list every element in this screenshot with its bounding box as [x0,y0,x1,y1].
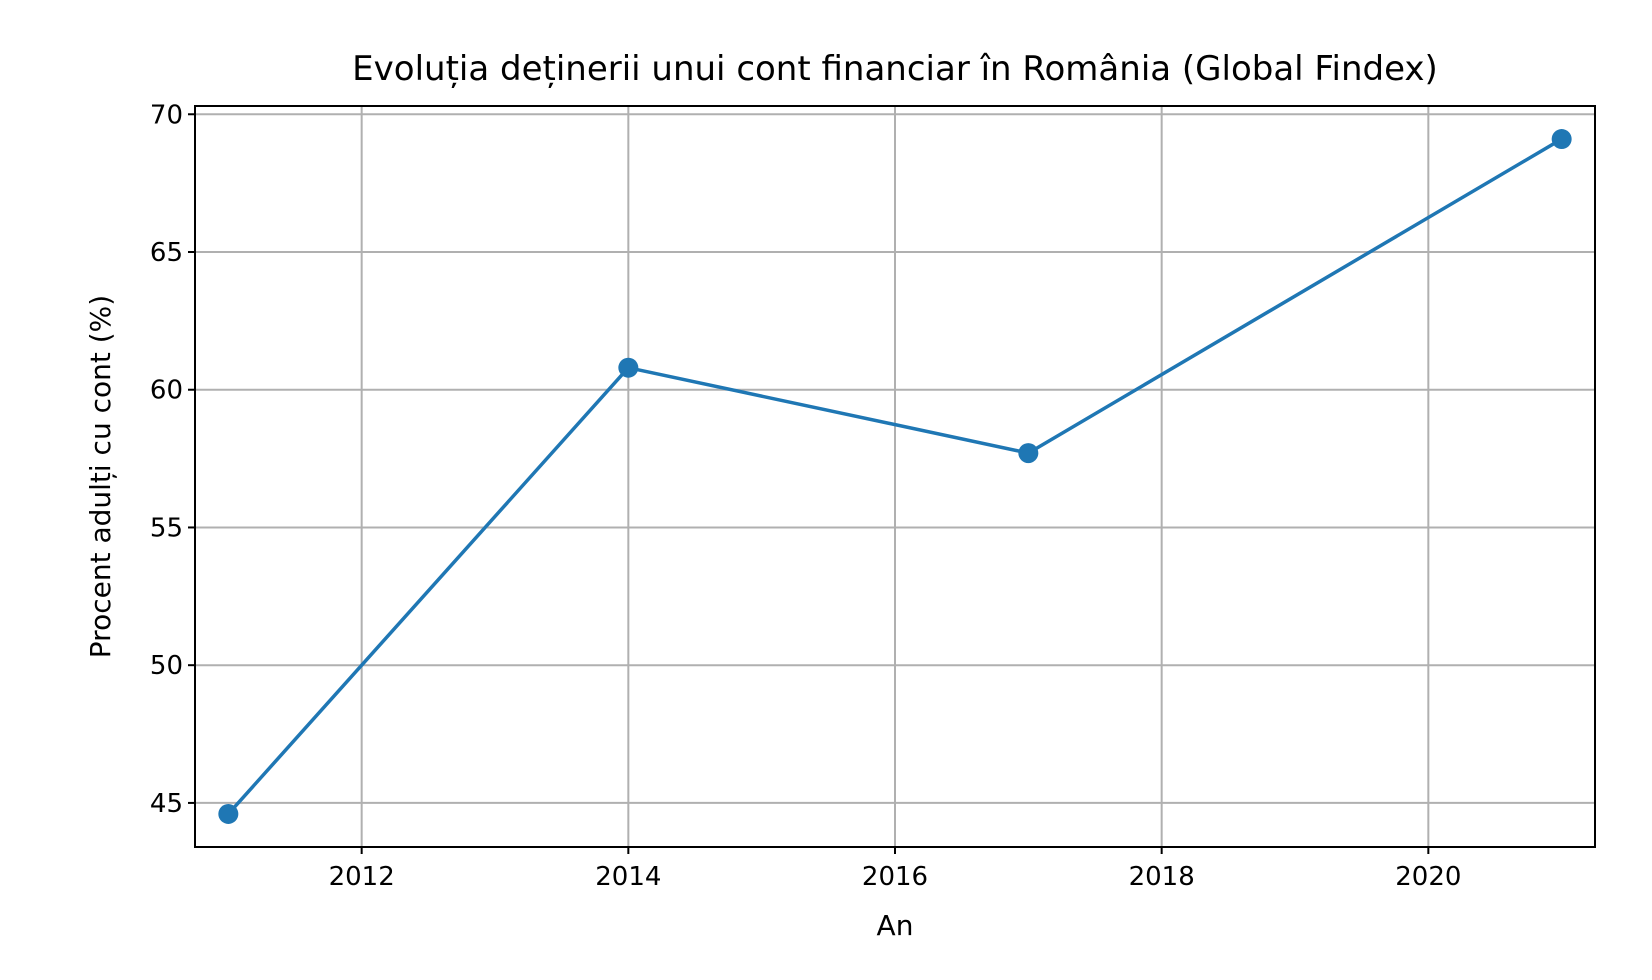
y-tick-label: 65 [150,238,183,268]
grid-lines [195,106,1595,847]
y-tick-label: 50 [150,651,183,681]
y-axis-label: Procent adulți cu cont (%) [84,295,117,658]
series-layer [218,129,1572,824]
y-tick-label: 70 [150,100,183,130]
x-tick-label: 2016 [862,862,928,892]
data-point [1018,443,1039,464]
x-tick-label: 2018 [1129,862,1195,892]
y-tick-label: 60 [150,376,183,406]
data-point [1551,129,1572,150]
y-tick-label: 45 [150,789,183,819]
data-point [618,357,639,378]
y-tick-label: 55 [150,513,183,543]
x-axis-label: An [877,909,914,942]
axis-ticks: 2012 2014 2016 2018 2020 45 50 55 60 65 70 [150,100,1462,892]
x-tick-label: 2020 [1395,862,1461,892]
series-line [226,137,1564,816]
chart-title: Evoluția deținerii unui cont financiar î… [352,49,1438,89]
x-tick-label: 2012 [329,862,395,892]
x-tick-label: 2014 [595,862,661,892]
data-point [218,803,239,824]
